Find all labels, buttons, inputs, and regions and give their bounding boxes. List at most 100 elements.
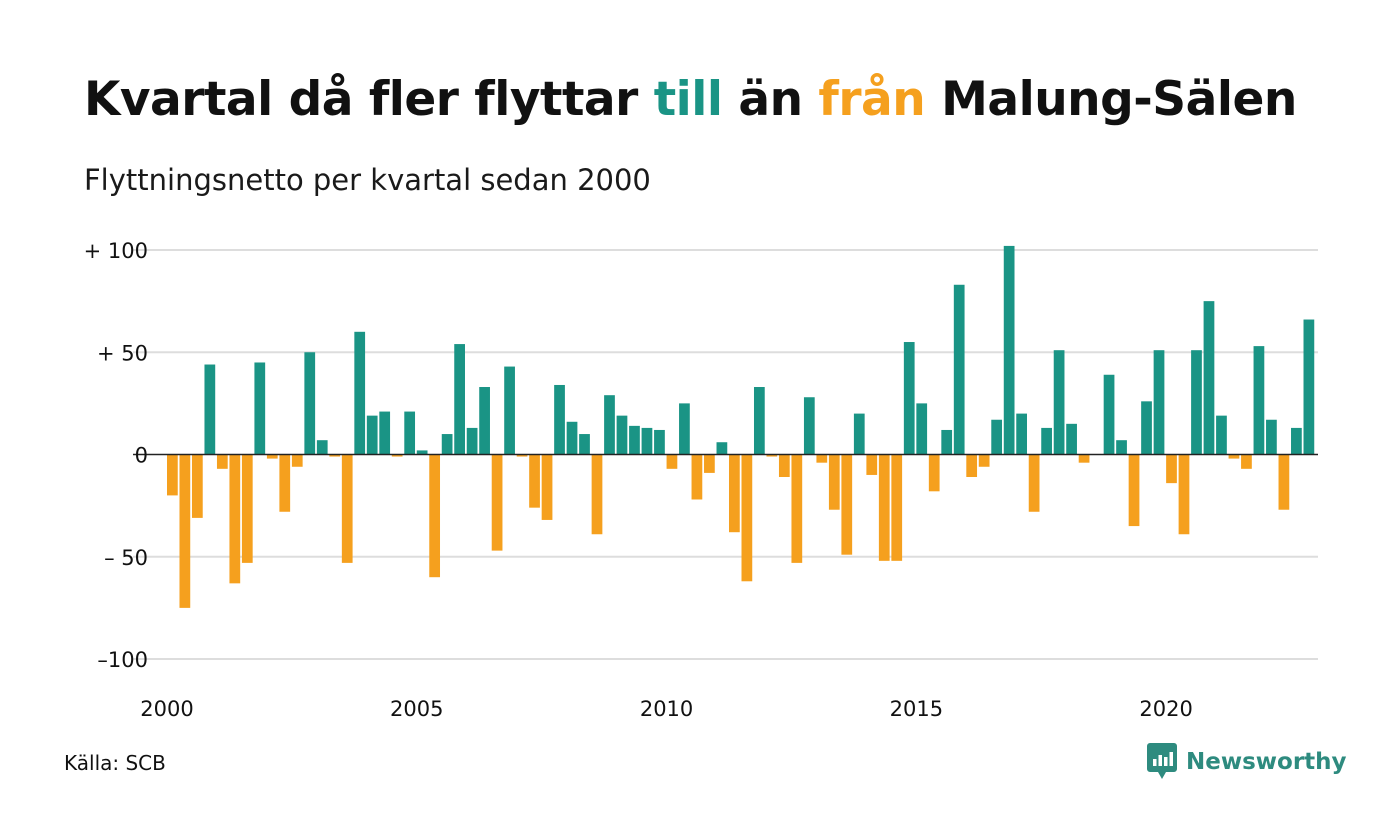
y-tick-label: 0 [135, 444, 148, 468]
chart-subtitle: Flyttningsnetto per kvartal sedan 2000 [84, 163, 651, 197]
bar [1028, 454, 1040, 512]
y-tick-label: + 100 [84, 239, 148, 263]
bar [441, 434, 453, 455]
title-till-highlight: till [653, 72, 723, 127]
bar [928, 454, 940, 492]
bar [1016, 413, 1027, 455]
x-tick-label: 2000 [140, 697, 193, 721]
bar [479, 387, 490, 455]
bar [1053, 350, 1065, 455]
brand-name: Newsworthy [1186, 749, 1347, 775]
bar [1116, 440, 1127, 455]
newsworthy-logo-icon [1147, 743, 1177, 779]
bar [803, 397, 815, 455]
bar [579, 434, 590, 455]
bar [1241, 454, 1252, 469]
bar [541, 454, 553, 520]
bar [654, 429, 665, 455]
bar [291, 454, 303, 467]
x-tick-label: 2005 [390, 697, 443, 721]
bar [504, 366, 515, 455]
bar [903, 342, 915, 455]
bar [1166, 454, 1177, 484]
bar [1253, 346, 1265, 455]
bar [604, 395, 615, 455]
bar [179, 454, 191, 608]
bar [866, 454, 878, 475]
bar [341, 454, 353, 563]
bar [891, 454, 903, 561]
bar [1078, 454, 1090, 463]
bar [404, 411, 416, 455]
bar [1228, 454, 1240, 459]
bar [1278, 454, 1290, 510]
bar [941, 429, 953, 455]
x-axis-labels: 2000 2005 2010 2015 2020 [140, 697, 1193, 721]
bar [1128, 454, 1140, 527]
bar [1103, 374, 1115, 455]
y-tick-label: –100 [97, 648, 148, 672]
bar [953, 284, 965, 455]
bar [516, 454, 528, 457]
bar [828, 454, 840, 510]
bar [1203, 301, 1215, 455]
bar [304, 352, 316, 455]
bar [978, 454, 990, 467]
bar [266, 454, 278, 459]
bar [204, 364, 216, 455]
bar [1178, 454, 1190, 535]
bar [329, 454, 341, 457]
bar [1066, 423, 1077, 455]
source-note: Källa: SCB [64, 751, 166, 775]
bar [416, 450, 428, 455]
bar [254, 362, 266, 455]
bar [491, 454, 503, 551]
bar [778, 454, 790, 477]
bar [916, 403, 928, 455]
bar [354, 331, 366, 455]
title-part-1: Kvartal då fler flyttar [84, 72, 654, 127]
bar [704, 454, 715, 473]
bar [379, 411, 391, 455]
bar [853, 413, 865, 455]
bar [1191, 350, 1202, 455]
bar [816, 454, 828, 463]
bar [1291, 427, 1302, 455]
bar [616, 415, 628, 455]
bar [429, 454, 441, 578]
bars [167, 245, 1315, 608]
bar [554, 384, 565, 455]
bar [216, 454, 228, 469]
bar [167, 454, 178, 496]
bar [1141, 401, 1152, 455]
bar [566, 421, 578, 455]
bar [691, 454, 703, 500]
brand-logo: Newsworthy [1147, 742, 1347, 782]
bar [966, 454, 978, 477]
bar [1266, 419, 1277, 455]
bar [1041, 427, 1052, 455]
bar [716, 442, 728, 455]
bar [454, 344, 465, 455]
bar [591, 454, 603, 535]
bar [991, 419, 1003, 455]
bar [878, 454, 890, 561]
bar [641, 427, 653, 455]
bar [791, 454, 803, 563]
bar [629, 425, 640, 455]
y-tick-label: – 50 [104, 546, 148, 570]
bar [1303, 319, 1315, 455]
chart-title: Kvartal då fler flyttar till än från Mal… [84, 72, 1297, 127]
x-tick-label: 2020 [1139, 697, 1192, 721]
bar [753, 387, 765, 455]
gridlines [133, 249, 1318, 660]
title-fran-highlight: från [818, 72, 926, 127]
x-tick-label: 2010 [640, 697, 693, 721]
bar [316, 440, 328, 455]
bar [679, 403, 690, 455]
bar [391, 454, 403, 457]
bar [229, 454, 241, 584]
bar [729, 454, 740, 533]
bar [366, 415, 378, 455]
